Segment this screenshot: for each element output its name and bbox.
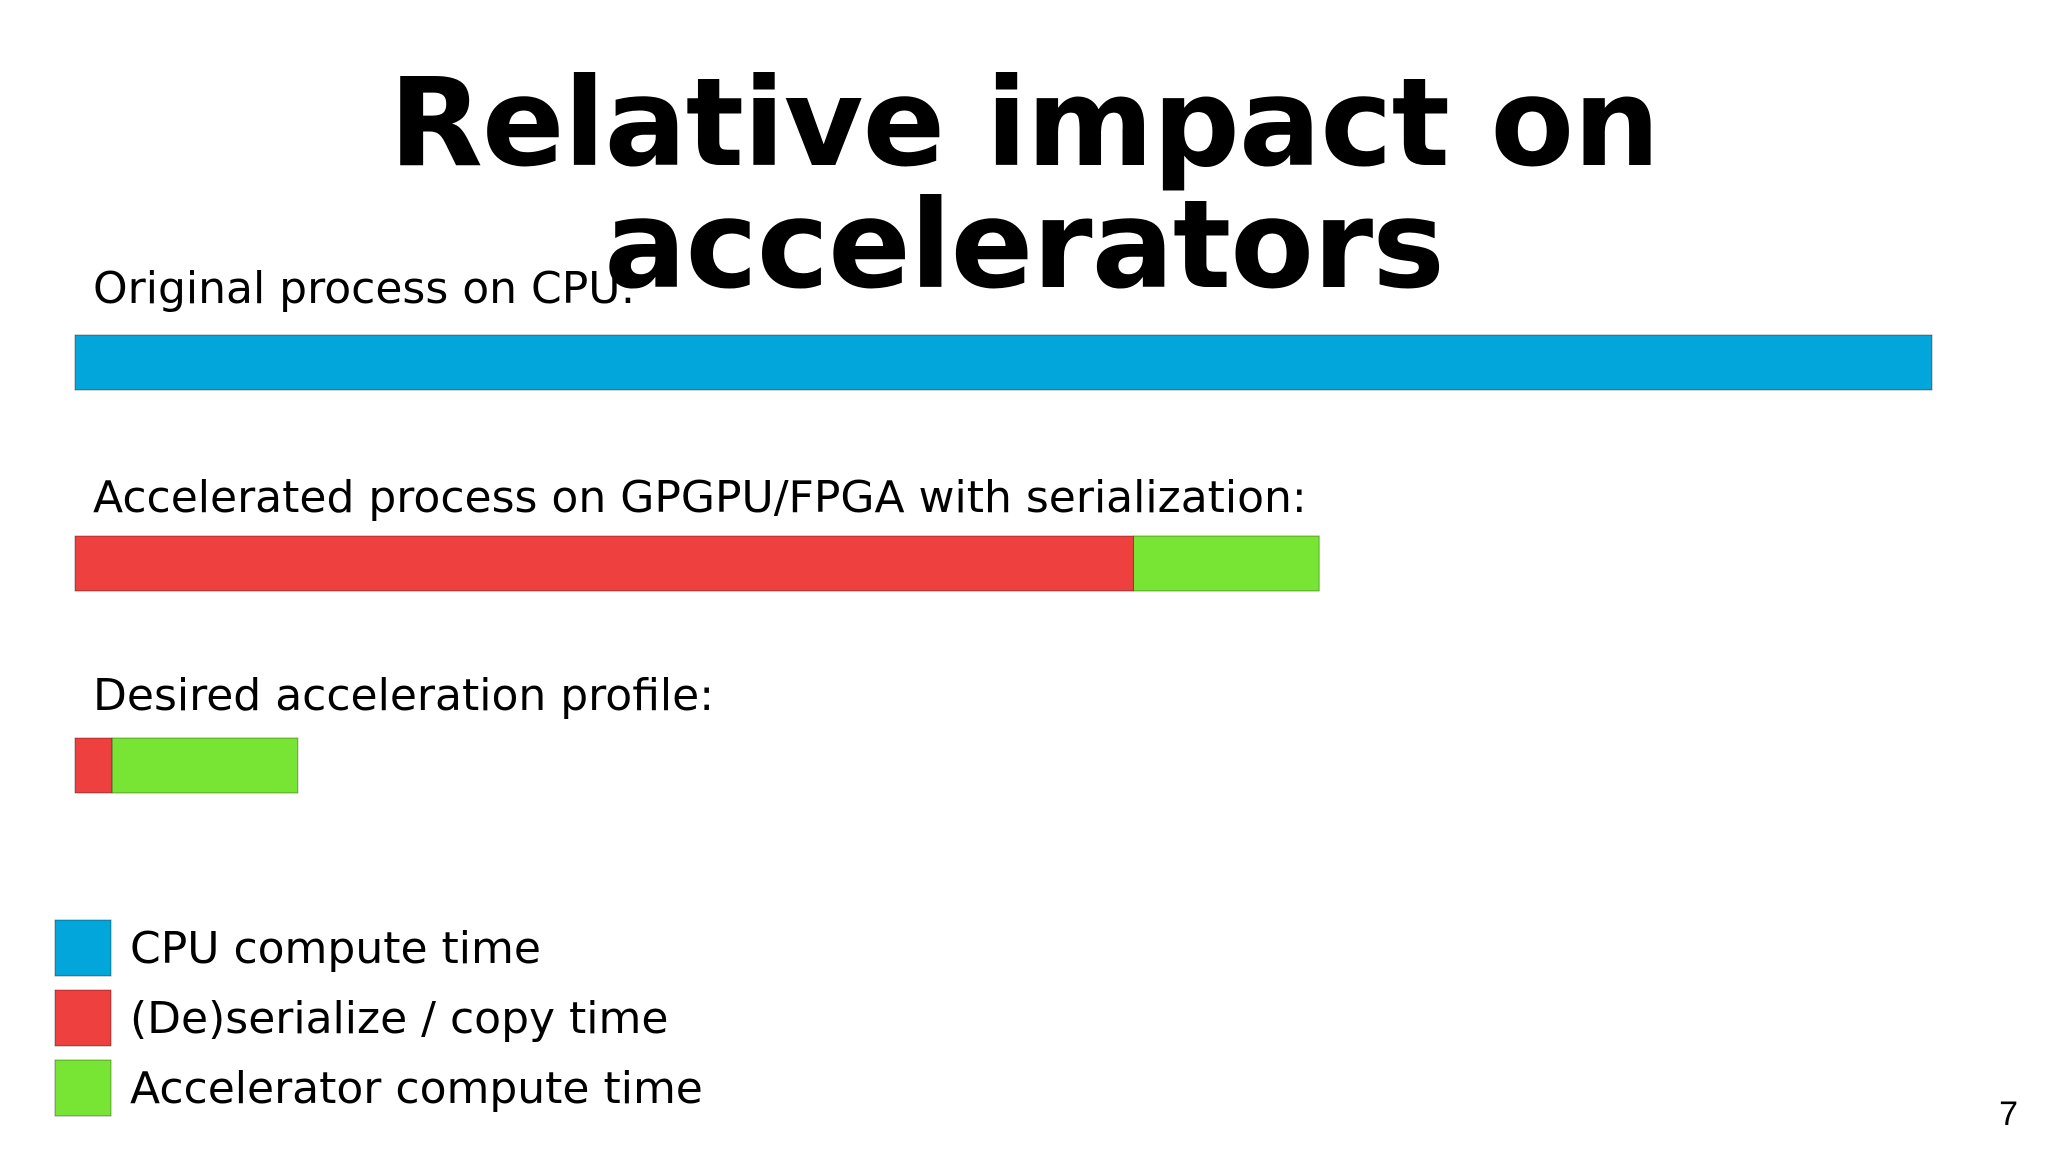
bar-segment-accelerator-compute-time <box>111 737 299 794</box>
category-label: Desired acceleration profile: <box>93 670 714 721</box>
legend: CPU compute time (De)serialize / copy tim… <box>54 919 703 1117</box>
bar-rows: Original process on CPU: Accelerated proc… <box>74 263 1933 794</box>
slide-title: Relative impact on accelerators <box>388 52 1660 316</box>
bar-segment-de-serialize-copy-time <box>74 737 113 794</box>
bar-segment-accelerator-compute-time <box>1132 535 1320 592</box>
legend-swatch <box>54 989 112 1047</box>
bar-segment-cpu-compute-time <box>74 334 1933 391</box>
legend-label: CPU compute time <box>130 923 541 974</box>
legend-swatch <box>54 1059 112 1117</box>
category-label: Accelerated process on GPGPU/FPGA with s… <box>93 472 1307 523</box>
legend-label: (De)serialize / copy time <box>130 993 668 1044</box>
bar-segment-de-serialize-copy-time <box>74 535 1134 592</box>
legend-label: Accelerator compute time <box>130 1063 703 1114</box>
legend-swatch <box>54 919 112 977</box>
page-number: 7 <box>1999 1095 2018 1133</box>
category-label: Original process on CPU: <box>93 263 635 314</box>
